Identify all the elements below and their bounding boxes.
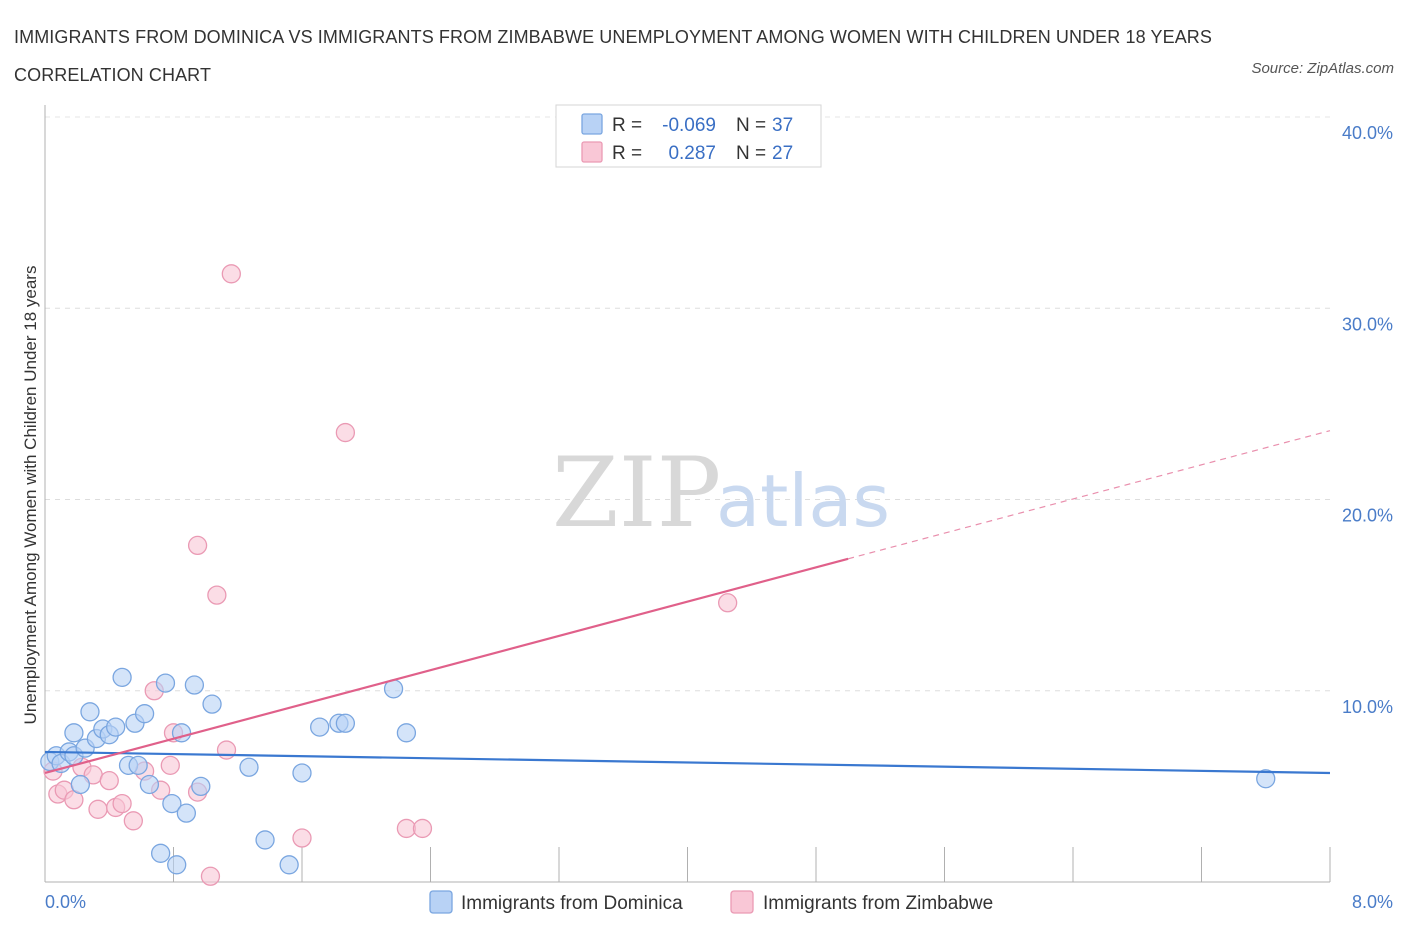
dominica-point xyxy=(292,763,312,783)
zimbabwe-point xyxy=(99,770,119,791)
dominica-point xyxy=(1256,769,1276,789)
chart-title: IMMIGRANTS FROM DOMINICA VS IMMIGRANTS F… xyxy=(14,27,1213,85)
dominica-point xyxy=(310,717,330,737)
watermark: ZIP atlas xyxy=(552,437,890,549)
stats-n-value-zimbabwe: 27 xyxy=(772,143,793,164)
legend-label-zimbabwe: Immigrants from Zimbabwe xyxy=(763,893,993,914)
stats-box: R = -0.069 N = 37 R = 0.287 N = 27 xyxy=(555,104,822,168)
stats-r-label: R = xyxy=(612,115,642,136)
legend: Immigrants from Dominica Immigrants from… xyxy=(429,890,993,914)
zimbabwe-point xyxy=(396,818,417,839)
zimbabwe-point xyxy=(412,818,433,839)
watermark-atlas: atlas xyxy=(716,459,890,543)
stats-n-value-dominica: 37 xyxy=(772,115,793,136)
dominica-point xyxy=(335,713,356,733)
x-tick-marks xyxy=(44,847,1331,882)
dominica-point xyxy=(162,793,182,814)
dominica-point xyxy=(150,843,171,863)
dominica-point xyxy=(184,675,205,695)
y-tick-label: 30.0% xyxy=(1342,314,1393,334)
dominica-point xyxy=(106,717,126,737)
stats-n-label: N = xyxy=(736,143,766,164)
dominica-point xyxy=(202,694,222,714)
x-tick-label-max: 8.0% xyxy=(1352,892,1393,912)
stats-r-label: R = xyxy=(612,143,642,164)
trend-lines xyxy=(44,430,1331,775)
stats-r-value-dominica: -0.069 xyxy=(662,115,716,136)
dominica-point xyxy=(139,774,160,795)
source-label: Source: ZipAtlas.com xyxy=(1251,60,1394,77)
trend-line-dominica xyxy=(44,750,1331,775)
zimbabwe-point xyxy=(123,811,143,831)
legend-swatch-zimbabwe xyxy=(730,890,754,914)
stats-r-value-zimbabwe: 0.287 xyxy=(668,143,716,164)
zimbabwe-point xyxy=(160,755,180,775)
trend-line-zimbabwe xyxy=(44,557,849,775)
legend-label-dominica: Immigrants from Dominica xyxy=(461,893,683,914)
zimbabwe-point xyxy=(88,799,108,819)
zimbabwe-point xyxy=(221,264,241,284)
legend-swatch-dominica xyxy=(429,890,453,914)
zimbabwe-point xyxy=(335,422,356,443)
dominica-point xyxy=(255,830,275,850)
dominica-point xyxy=(279,855,299,875)
dominica-point xyxy=(134,704,155,724)
y-tick-label: 10.0% xyxy=(1342,697,1393,717)
dominica-point xyxy=(176,803,197,823)
x-tick-label-min: 0.0% xyxy=(45,892,86,912)
dominica-points xyxy=(40,667,1276,875)
y-tick-labels: 10.0% 20.0% 30.0% 40.0% xyxy=(1342,123,1393,717)
dominica-point xyxy=(155,673,176,693)
dominica-point xyxy=(239,757,259,777)
zimbabwe-point xyxy=(207,585,227,605)
dominica-point xyxy=(128,755,148,775)
dominica-point xyxy=(191,776,211,797)
trend-extension-zimbabwe xyxy=(847,430,1331,560)
zimbabwe-point xyxy=(718,593,738,613)
zimbabwe-point xyxy=(200,866,221,886)
grid-lines xyxy=(45,116,1330,692)
dominica-point xyxy=(70,774,90,795)
dominica-point xyxy=(112,667,132,688)
stats-swatch-zimbabwe xyxy=(581,141,603,163)
zimbabwe-point xyxy=(112,793,132,814)
zimbabwe-point xyxy=(187,535,208,556)
y-tick-label: 20.0% xyxy=(1342,506,1393,526)
zimbabwe-point xyxy=(292,828,312,848)
stats-n-label: N = xyxy=(736,115,766,136)
dominica-point xyxy=(80,702,100,722)
watermark-zip: ZIP xyxy=(552,437,721,549)
stats-swatch-dominica xyxy=(581,113,603,135)
dominica-point xyxy=(396,723,417,743)
y-tick-label: 40.0% xyxy=(1342,123,1393,143)
dominica-point xyxy=(64,723,84,743)
zimbabwe-point xyxy=(216,740,237,760)
y-axis-label: Unemployment Among Women with Children U… xyxy=(21,266,40,725)
dominica-point xyxy=(167,855,187,875)
